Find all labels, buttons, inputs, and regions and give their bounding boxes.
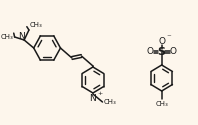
Text: O: O (170, 48, 177, 56)
Text: CH₃: CH₃ (30, 22, 43, 28)
Text: N: N (89, 94, 96, 103)
Text: CH₃: CH₃ (1, 34, 14, 40)
Text: N: N (18, 32, 25, 41)
Text: CH₃: CH₃ (155, 101, 168, 107)
Text: S: S (158, 47, 166, 57)
Text: O: O (147, 48, 154, 56)
Text: ⁻: ⁻ (167, 34, 171, 42)
Text: +: + (98, 91, 103, 96)
Text: CH₃: CH₃ (103, 99, 116, 105)
Text: O: O (158, 36, 165, 46)
